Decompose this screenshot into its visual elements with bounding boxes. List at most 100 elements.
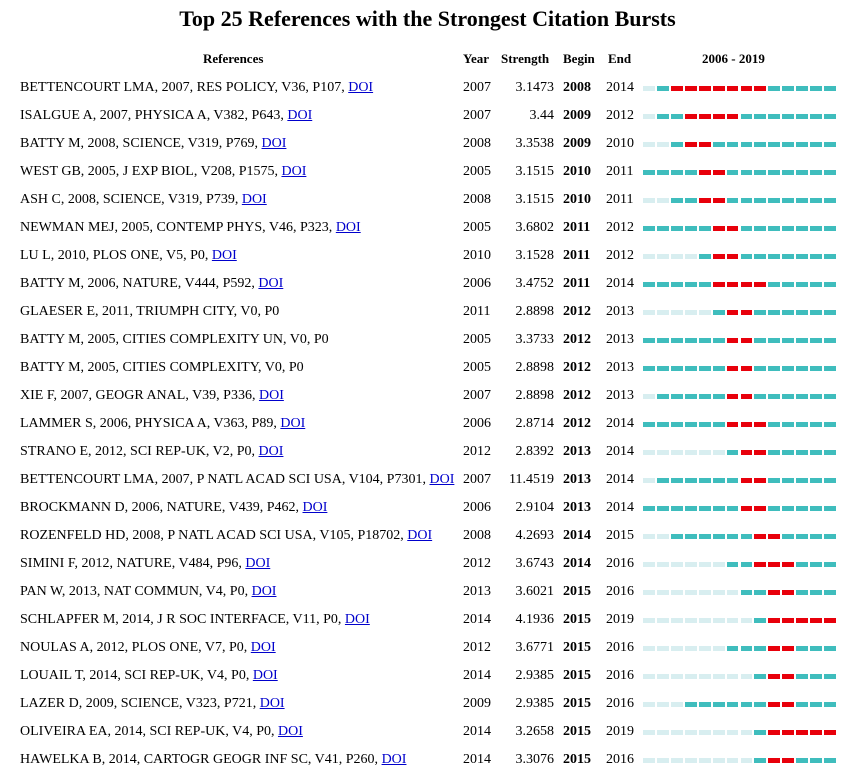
doi-link[interactable]: DOI xyxy=(250,640,276,655)
end-cell: 2012 xyxy=(606,220,634,235)
year-cell: 2012 xyxy=(463,640,491,655)
burst-segment xyxy=(782,618,795,623)
burst-segment xyxy=(782,730,795,735)
doi-link[interactable]: DOI xyxy=(302,500,328,515)
table-row: BATTY M, 2005, CITIES COMPLEXITY, V0, P0… xyxy=(0,354,855,382)
burst-segment xyxy=(796,730,809,735)
burst-timeline xyxy=(643,130,838,158)
strength-cell: 3.3076 xyxy=(515,752,555,767)
burst-segment xyxy=(712,254,725,259)
doi-link[interactable]: DOI xyxy=(258,388,284,403)
doi-link[interactable]: DOI xyxy=(277,724,303,739)
year-cell: 2009 xyxy=(463,696,491,711)
table-row: LU L, 2010, PLOS ONE, V5, P0, DOI 2010 3.1… xyxy=(0,242,855,270)
doi-link[interactable]: DOI xyxy=(348,80,374,95)
doi-link[interactable]: DOI xyxy=(252,668,278,683)
active-segment xyxy=(712,478,725,483)
table-row: ROZENFELD HD, 2008, P NATL ACAD SCI USA,… xyxy=(0,522,855,550)
reference-text: LAZER D, 2009, SCIENCE, V323, P721, xyxy=(20,696,257,711)
doi-link[interactable]: DOI xyxy=(258,276,284,291)
active-segment xyxy=(782,534,795,539)
active-segment xyxy=(810,282,823,287)
doi-link[interactable]: DOI xyxy=(281,164,307,179)
active-segment xyxy=(656,366,669,371)
active-segment xyxy=(643,338,655,343)
burst-segment xyxy=(768,674,781,679)
inactive-segment xyxy=(712,674,725,679)
burst-segment xyxy=(740,422,753,427)
active-segment xyxy=(684,282,697,287)
inactive-segment xyxy=(670,310,683,315)
begin-cell: 2011 xyxy=(563,248,591,263)
active-segment xyxy=(684,506,697,511)
doi-link[interactable]: DOI xyxy=(407,528,433,543)
burst-segment xyxy=(768,590,781,595)
reference-cell: ASH C, 2008, SCIENCE, V319, P739, DOI xyxy=(20,186,267,214)
doi-link[interactable]: DOI xyxy=(429,472,455,487)
active-segment xyxy=(754,702,767,707)
burst-segment xyxy=(754,534,767,539)
burst-segment xyxy=(698,142,711,147)
active-segment xyxy=(768,114,781,119)
year-cell: 2011 xyxy=(463,304,491,319)
reference-text: PAN W, 2013, NAT COMMUN, V4, P0, xyxy=(20,584,249,599)
active-segment xyxy=(824,450,836,455)
doi-link[interactable]: DOI xyxy=(251,584,277,599)
reference-cell: STRANO E, 2012, SCI REP-UK, V2, P0, DOI xyxy=(20,438,283,466)
table-row: BETTENCOURT LMA, 2007, P NATL ACAD SCI U… xyxy=(0,466,855,494)
begin-cell: 2012 xyxy=(563,360,591,375)
year-cell: 2006 xyxy=(463,276,491,291)
table-row: LOUAIL T, 2014, SCI REP-UK, V4, P0, DOI 2… xyxy=(0,662,855,690)
active-segment xyxy=(740,534,753,539)
doi-link[interactable]: DOI xyxy=(245,556,271,571)
begin-cell: 2015 xyxy=(563,584,591,599)
active-segment xyxy=(670,506,683,511)
doi-link[interactable]: DOI xyxy=(381,752,407,767)
active-segment xyxy=(782,338,795,343)
end-cell: 2011 xyxy=(606,164,634,179)
reference-cell: BETTENCOURT LMA, 2007, RES POLICY, V36, … xyxy=(20,74,373,102)
active-segment xyxy=(698,254,711,259)
doi-link[interactable]: DOI xyxy=(287,108,313,123)
reference-cell: PAN W, 2013, NAT COMMUN, V4, P0, DOI xyxy=(20,578,276,606)
active-segment xyxy=(782,254,795,259)
doi-link[interactable]: DOI xyxy=(258,444,284,459)
doi-link[interactable]: DOI xyxy=(241,192,267,207)
end-cell: 2016 xyxy=(606,752,634,767)
doi-link[interactable]: DOI xyxy=(259,696,285,711)
active-segment xyxy=(754,758,767,763)
burst-timeline xyxy=(643,550,838,578)
burst-segment xyxy=(754,478,767,483)
inactive-segment xyxy=(656,730,669,735)
inactive-segment xyxy=(684,758,697,763)
doi-link[interactable]: DOI xyxy=(261,136,287,151)
inactive-segment xyxy=(643,142,655,147)
begin-cell: 2009 xyxy=(563,108,591,123)
end-cell: 2016 xyxy=(606,668,634,683)
doi-link[interactable]: DOI xyxy=(211,248,237,263)
table-row: BETTENCOURT LMA, 2007, RES POLICY, V36, … xyxy=(0,74,855,102)
burst-segment xyxy=(768,730,781,735)
reference-text: LOUAIL T, 2014, SCI REP-UK, V4, P0, xyxy=(20,668,250,683)
active-segment xyxy=(684,170,697,175)
strength-cell: 3.3733 xyxy=(515,332,555,347)
doi-link[interactable]: DOI xyxy=(280,416,306,431)
active-segment xyxy=(810,534,823,539)
inactive-segment xyxy=(684,730,697,735)
inactive-segment xyxy=(643,590,655,595)
inactive-segment xyxy=(643,310,655,315)
strength-cell: 2.8898 xyxy=(515,360,555,375)
burst-segment xyxy=(684,114,697,119)
doi-link[interactable]: DOI xyxy=(344,612,370,627)
active-segment xyxy=(810,422,823,427)
active-segment xyxy=(810,562,823,567)
active-segment xyxy=(670,198,683,203)
active-segment xyxy=(740,562,753,567)
active-segment xyxy=(796,394,809,399)
end-cell: 2015 xyxy=(606,528,634,543)
doi-link[interactable]: DOI xyxy=(335,220,361,235)
reference-cell: HAWELKA B, 2014, CARTOGR GEOGR INF SC, V… xyxy=(20,746,406,774)
active-segment xyxy=(796,506,809,511)
burst-segment xyxy=(782,702,795,707)
